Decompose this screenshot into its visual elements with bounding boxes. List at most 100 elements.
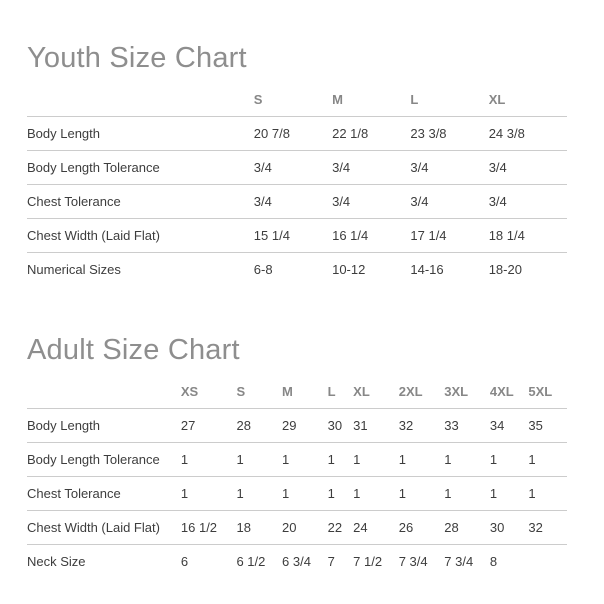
table-row: Chest Tolerance 3/4 3/4 3/4 3/4: [27, 184, 567, 219]
row-label: Chest Tolerance: [27, 476, 181, 511]
row-label: Neck Size: [27, 554, 86, 569]
cell-value: 32: [528, 510, 567, 545]
table-row: Body Length Tolerance 1 1 1 1 1 1 1 1 1: [27, 442, 567, 477]
table-row: Body Length Tolerance 3/4 3/4 3/4 3/4: [27, 150, 567, 185]
cell-value: [528, 545, 567, 579]
adult-chart-title: Adult Size Chart: [27, 334, 240, 366]
cell-value: 6-8: [253, 262, 273, 277]
adult-size-table: XS S M L XL 2XL 3XL 4XL 5XL Body Length 27 28 29 30 31…: [27, 380, 567, 578]
column-header-empty: [27, 88, 254, 117]
row-label: Numerical Sizes: [27, 262, 121, 277]
cell-value: 30: [327, 408, 354, 443]
cell-value: 28: [444, 510, 490, 545]
cell-value: 1: [444, 476, 490, 511]
cell-value: 1: [489, 442, 529, 477]
cell-value: 20: [282, 510, 328, 545]
cell-value: 14-16: [410, 262, 444, 277]
cell-value: 15 1/4: [253, 218, 333, 253]
cell-value: 32: [398, 408, 445, 443]
row-label: Body Length Tolerance: [27, 442, 181, 477]
cell-value: 1: [180, 442, 237, 477]
cell-value: 1: [180, 476, 237, 511]
table-row: Chest Width (Laid Flat) 16 1/2 18 20 22 24 26 2…: [27, 510, 567, 545]
cell-value: 20 7/8: [253, 116, 333, 151]
cell-value: 1: [353, 476, 399, 511]
cell-value: 1: [398, 476, 445, 511]
table-row: Body Length 27 28 29 30 31 32 33 34 35: [27, 408, 567, 443]
cell-value: 22 1/8: [332, 116, 411, 151]
column-header-3xl: 3XL: [444, 380, 490, 409]
column-header-empty: [27, 380, 181, 409]
cell-value: 10-12: [332, 262, 366, 277]
cell-value: 1: [444, 442, 490, 477]
column-header-m: M: [282, 380, 328, 409]
column-header-m: M: [332, 88, 411, 117]
cell-value: 6 3/4: [282, 554, 311, 569]
cell-value: 31: [353, 408, 399, 443]
cell-value: 1: [327, 442, 354, 477]
column-header-5xl: 5XL: [528, 380, 567, 409]
cell-value: 1: [353, 442, 399, 477]
cell-value: 18 1/4: [488, 218, 567, 253]
cell-value: 28: [236, 408, 283, 443]
row-label: Chest Tolerance: [27, 184, 254, 219]
cell-value: 3/4: [410, 184, 489, 219]
cell-value: 22: [327, 510, 354, 545]
column-header-xl: XL: [488, 88, 567, 117]
column-header-xs: XS: [180, 380, 237, 409]
cell-value: 30: [489, 510, 529, 545]
cell-value: 24: [353, 510, 399, 545]
header-row: S M L XL: [27, 88, 567, 117]
cell-value: 1: [282, 442, 328, 477]
cell-value: 7 3/4: [398, 554, 428, 569]
table-row: Chest Tolerance 1 1 1 1 1 1 1 1 1: [27, 476, 567, 511]
column-header-l: L: [327, 380, 354, 409]
header-row: XS S M L XL 2XL 3XL 4XL 5XL: [27, 380, 567, 409]
table-row: Body Length 20 7/8 22 1/8 23 3/8 24 3/8: [27, 116, 567, 151]
cell-value: 1: [398, 442, 445, 477]
cell-value: 26: [398, 510, 445, 545]
column-header-s: S: [253, 88, 333, 117]
youth-chart-title: Youth Size Chart: [27, 42, 247, 74]
table-row: Chest Width (Laid Flat) 15 1/4 16 1/4 17 1/…: [27, 218, 567, 253]
cell-value: 23 3/8: [410, 116, 489, 151]
cell-value: 1: [528, 442, 567, 477]
cell-value: 18: [236, 510, 283, 545]
cell-value: 24 3/8: [488, 116, 567, 151]
cell-value: 7 3/4: [444, 554, 474, 569]
cell-value: 8: [489, 554, 498, 569]
cell-value: 16 1/2: [180, 510, 237, 545]
youth-size-table: S M L XL Body Length 20 7/8 22 1/8 23 3/8 24 3/8…: [27, 88, 567, 286]
column-header-l: L: [410, 88, 489, 117]
cell-value: 1: [236, 476, 283, 511]
cell-value: 7 1/2: [353, 554, 383, 569]
cell-value: 1: [236, 442, 283, 477]
cell-value: 3/4: [488, 150, 567, 185]
row-label: Body Length: [27, 408, 181, 443]
cell-value: 3/4: [488, 184, 567, 219]
cell-value: 1: [489, 476, 529, 511]
adult-size-chart-section: Adult Size Chart XS S M L XL 2XL 3XL 4XL 5XL Body…: [27, 332, 567, 578]
column-header-xl: XL: [353, 380, 399, 409]
cell-value: 35: [528, 408, 567, 443]
table-row: Neck Size 6 6 1/2 6 3/4 7 7 1/2 7 3/4 7 3/4 8: [27, 545, 567, 579]
cell-value: 29: [282, 408, 328, 443]
row-label: Body Length Tolerance: [27, 150, 254, 185]
cell-value: 3/4: [332, 150, 411, 185]
cell-value: 3/4: [253, 150, 333, 185]
youth-size-chart-section: Youth Size Chart S M L XL Body Length 20 7/8 2…: [27, 40, 567, 286]
cell-value: 27: [180, 408, 237, 443]
cell-value: 6: [180, 554, 189, 569]
cell-value: 34: [489, 408, 529, 443]
table-row: Numerical Sizes 6-8 10-12 14-16 18-20: [27, 253, 567, 287]
column-header-s: S: [236, 380, 283, 409]
row-label: Body Length: [27, 116, 254, 151]
cell-value: 18-20: [488, 262, 522, 277]
cell-value: 17 1/4: [410, 218, 489, 253]
cell-value: 7: [327, 554, 335, 569]
cell-value: 1: [282, 476, 328, 511]
cell-value: 16 1/4: [332, 218, 411, 253]
row-label: Chest Width (Laid Flat): [27, 218, 254, 253]
cell-value: 3/4: [253, 184, 333, 219]
